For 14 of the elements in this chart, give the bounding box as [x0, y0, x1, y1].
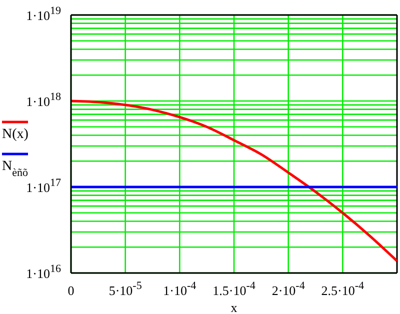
y-tick-label: 1·10$^{18}$ [26, 91, 62, 109]
y-tick-label: 1·10$^{17}$ [26, 177, 62, 195]
x-tick-label: 2.5·10$^{-4}$ [321, 280, 365, 298]
y-tick-label: 1·10$^{16}$ [26, 263, 62, 281]
legend-label: N$_{èñõ}$ [2, 159, 29, 179]
line-series [71, 100, 397, 262]
legend-label: N(x) [2, 127, 29, 142]
x-tick-label: 5·10$^{-5}$ [108, 280, 142, 298]
x-tick-label: 1·10$^{-4}$ [163, 280, 197, 298]
y-tick-label: 1·10$^{19}$ [26, 5, 62, 23]
x-tick-label: 2·10$^{-4}$ [272, 280, 306, 298]
x-axis-title: x [230, 300, 238, 314]
x-tick-label: 0 [68, 283, 74, 298]
x-tick-label: 1.5·10$^{-4}$ [212, 280, 256, 298]
